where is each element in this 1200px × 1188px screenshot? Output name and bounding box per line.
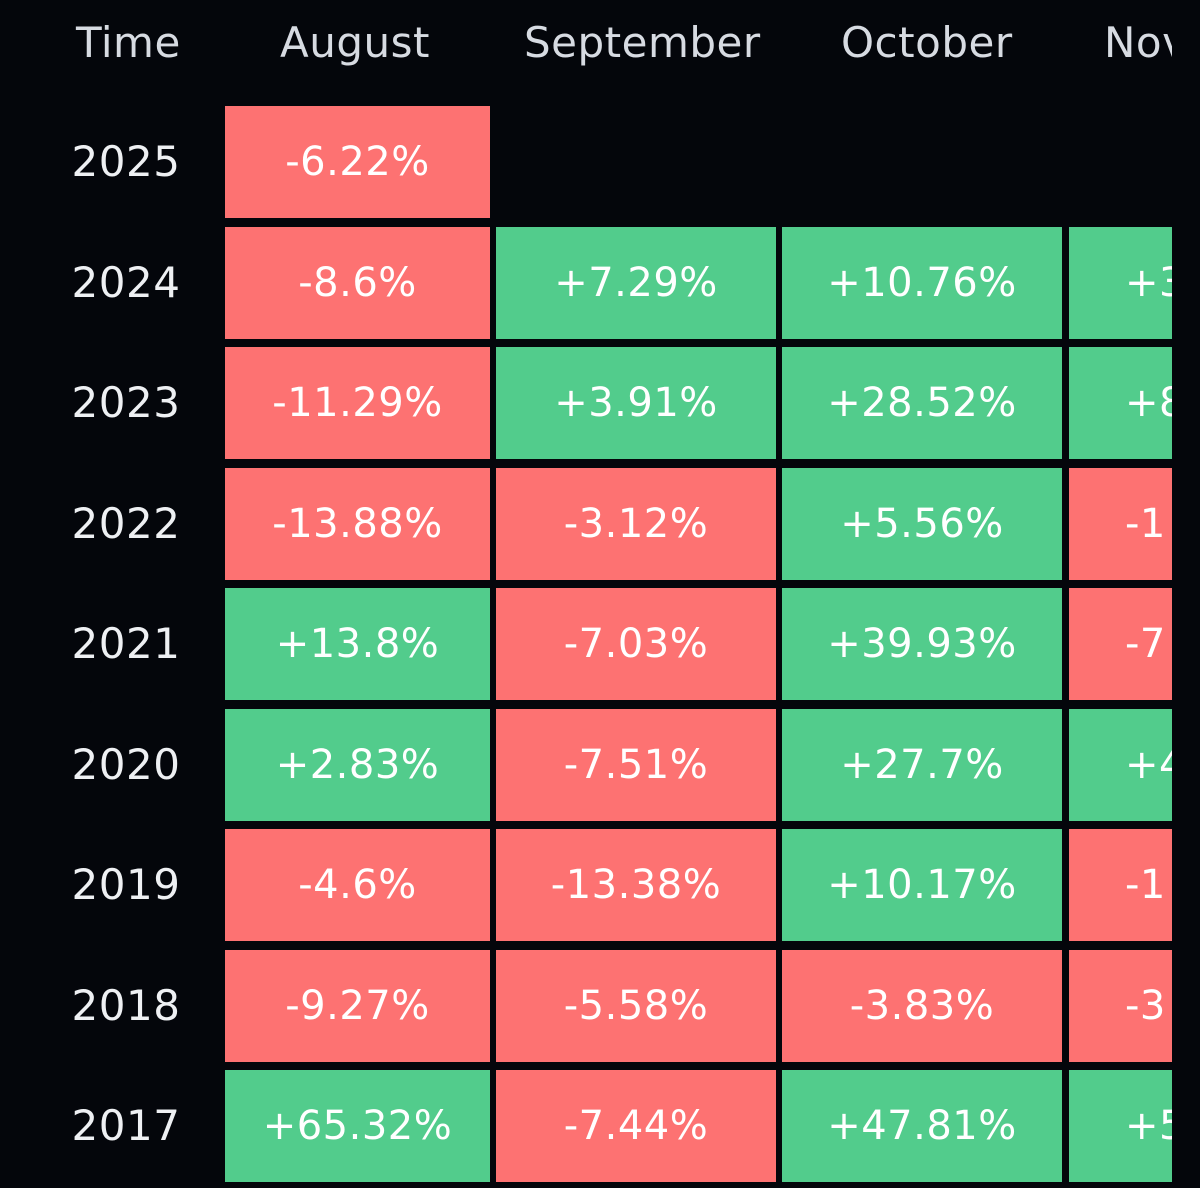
header-time: Time — [76, 18, 181, 67]
cell-august-2024: -8.6% — [225, 227, 490, 339]
cell-august-2019: -4.6% — [225, 829, 490, 941]
cell-august-2022: -13.88% — [225, 468, 490, 580]
row-year-label: 2019 — [71, 860, 181, 909]
cell-september-2017: -7.44% — [496, 1070, 776, 1182]
cell-august-2021: +13.8% — [225, 588, 490, 700]
header-august: August — [280, 18, 430, 67]
row-year-label: 2020 — [71, 740, 181, 789]
row-year-label: 2021 — [71, 619, 181, 668]
cell-september-2020: -7.51% — [496, 709, 776, 821]
cell-october-2018: -3.83% — [782, 950, 1062, 1062]
row-year-label: 2017 — [71, 1101, 181, 1150]
right-edge-clip — [1172, 0, 1200, 1188]
cell-september-2024: +7.29% — [496, 227, 776, 339]
cell-september-2018: -5.58% — [496, 950, 776, 1062]
cell-august-2023: -11.29% — [225, 347, 490, 459]
cell-august-2025: -6.22% — [225, 106, 490, 218]
cell-september-2023: +3.91% — [496, 347, 776, 459]
cell-october-2023: +28.52% — [782, 347, 1062, 459]
row-year-label: 2024 — [71, 258, 181, 307]
row-year-label: 2018 — [71, 981, 181, 1030]
cell-october-2017: +47.81% — [782, 1070, 1062, 1182]
cell-august-2017: +65.32% — [225, 1070, 490, 1182]
row-year-label: 2022 — [71, 499, 181, 548]
cell-october-2024: +10.76% — [782, 227, 1062, 339]
cell-october-2021: +39.93% — [782, 588, 1062, 700]
cell-october-2019: +10.17% — [782, 829, 1062, 941]
cell-october-2022: +5.56% — [782, 468, 1062, 580]
row-year-label: 2025 — [71, 137, 181, 186]
cell-september-2019: -13.38% — [496, 829, 776, 941]
header-october: October — [841, 18, 1013, 67]
cell-september-2022: -3.12% — [496, 468, 776, 580]
cell-october-2020: +27.7% — [782, 709, 1062, 821]
cell-august-2020: +2.83% — [225, 709, 490, 821]
row-year-label: 2023 — [71, 378, 181, 427]
cell-september-2021: -7.03% — [496, 588, 776, 700]
header-september: September — [524, 18, 761, 67]
cell-august-2018: -9.27% — [225, 950, 490, 1062]
